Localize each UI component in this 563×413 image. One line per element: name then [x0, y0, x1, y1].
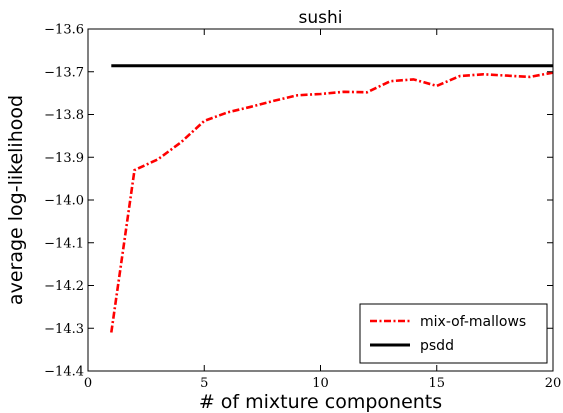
- x-tick-label: 0: [84, 376, 92, 391]
- chart-title: sushi: [299, 8, 343, 28]
- y-tick-label: −14.3: [44, 322, 84, 337]
- x-tick-label: 20: [545, 376, 562, 391]
- y-tick-label: −14.1: [44, 236, 84, 251]
- x-tick-label: 5: [200, 376, 208, 391]
- y-tick-label: −14.0: [44, 194, 84, 209]
- y-tick-label: −13.6: [44, 23, 84, 38]
- axis-ticks: 0 5 10 15 20 −14.4 −14.3 −14.2 −14.1 −14.0 −13.9 −1…: [44, 23, 561, 392]
- y-axis-label: average log-likelihood: [5, 95, 27, 305]
- y-tick-label: −13.8: [44, 108, 84, 123]
- legend-label-psdd: psdd: [420, 338, 454, 354]
- x-tick-label: 15: [428, 376, 445, 391]
- y-tick-label: −13.7: [44, 65, 84, 80]
- x-axis-label: # of mixture components: [199, 391, 442, 413]
- legend-box: [359, 303, 548, 364]
- legend: mix-of-mallows psdd: [359, 303, 548, 364]
- x-tick-label: 10: [312, 376, 329, 391]
- y-tick-label: −14.4: [44, 365, 84, 380]
- y-tick-label: −13.9: [44, 151, 84, 166]
- y-tick-label: −14.2: [44, 279, 84, 294]
- legend-label-mix-of-mallows: mix-of-mallows: [420, 314, 526, 330]
- series-line-mix-of-mallows: [110, 71, 554, 333]
